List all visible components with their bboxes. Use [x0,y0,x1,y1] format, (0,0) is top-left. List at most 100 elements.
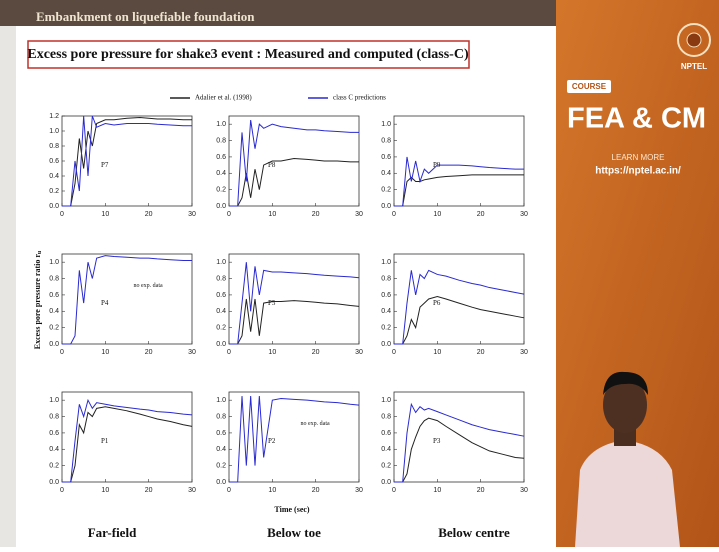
x-tick-label: 0 [60,487,64,494]
slide-title: Excess pore pressure for shake3 event : … [27,47,469,62]
y-tick-label: 0.4 [49,446,59,453]
y-tick-label: 0.0 [381,203,391,210]
point-label: P1 [101,437,109,445]
header-title: Embankment on liquefiable foundation [36,9,255,24]
x-tick-label: 20 [477,211,485,218]
x-tick-label: 30 [355,211,363,218]
legend-label: Adalier et al. (1998) [195,94,252,102]
y-tick-label: 1.0 [381,259,391,266]
x-tick-label: 30 [188,487,196,494]
y-tick-label: 0.8 [49,413,59,420]
y-tick-label: 0.8 [381,137,391,144]
x-tick-label: 10 [433,487,441,494]
x-tick-label: 10 [433,211,441,218]
y-tick-label: 0.2 [216,462,226,469]
y-tick-label: 0.0 [49,203,59,210]
annotation: no exp. data [301,421,330,427]
y-tick-label: 0.0 [49,341,59,348]
point-label: P7 [101,161,109,169]
y-tick-label: 0.6 [381,430,391,437]
x-tick-label: 30 [520,349,528,356]
y-tick-label: 0.8 [216,137,226,144]
x-tick-label: 30 [188,349,196,356]
x-tick-label: 0 [392,211,396,218]
x-tick-label: 20 [477,487,485,494]
y-tick-label: 0.4 [216,308,226,315]
y-tick-label: 0.0 [216,203,226,210]
y-tick-label: 1.0 [49,397,59,404]
x-tick-label: 10 [101,487,109,494]
url: https://nptel.ac.in/ [595,166,681,177]
y-tick-label: 0.6 [49,158,59,165]
y-tick-label: 0.8 [216,275,226,282]
y-tick-label: 0.8 [381,275,391,282]
logo-core [687,33,701,47]
y-tick-label: 0.8 [49,143,59,150]
x-tick-label: 10 [101,349,109,356]
y-tick-label: 1.0 [381,121,391,128]
y-tick-label: 0.4 [381,170,391,177]
y-tick-label: 0.0 [381,341,391,348]
y-tick-label: 0.0 [381,479,391,486]
x-tick-label: 10 [268,487,276,494]
page: Embankment on liquefiable foundation Exc… [0,0,719,547]
cta: LEARN MORE [612,153,665,162]
y-tick-label: 0.4 [216,446,226,453]
y-tick-label: 0.6 [216,154,226,161]
screen: Embankment on liquefiable foundation Exc… [0,0,719,547]
y-tick-label: 1.2 [49,113,59,120]
x-tick-label: 10 [268,349,276,356]
y-tick-label: 0.2 [381,324,391,331]
y-tick-label: 0.6 [381,154,391,161]
x-tick-label: 20 [145,211,153,218]
x-tick-label: 20 [145,487,153,494]
course-name: FEA & CM [567,103,706,135]
x-tick-label: 30 [520,211,528,218]
annotation: no exp. data [134,283,163,289]
y-tick-label: 0.4 [216,170,226,177]
y-tick-label: 1.0 [216,259,226,266]
slide-border [0,26,16,547]
y-tick-label: 1.0 [381,397,391,404]
y-tick-label: 1.0 [49,259,59,266]
y-tick-label: 0.4 [381,308,391,315]
column-label: Below toe [267,525,321,540]
y-tick-label: 0.2 [49,324,59,331]
y-tick-label: 0.4 [49,308,59,315]
y-tick-label: 0.6 [49,292,59,299]
x-tick-label: 10 [268,211,276,218]
column-label: Below centre [438,525,510,540]
point-label: P3 [433,437,441,445]
y-tick-label: 0.2 [381,462,391,469]
x-tick-label: 20 [477,349,485,356]
logo-text: NPTEL [681,62,707,71]
y-tick-label: 0.0 [216,341,226,348]
x-tick-label: 30 [355,349,363,356]
y-tick-label: 1.0 [216,397,226,404]
point-label: P5 [268,299,276,307]
x-tick-label: 0 [392,349,396,356]
y-tick-label: 0.2 [216,186,226,193]
y-tick-label: 0.0 [49,479,59,486]
y-axis-label: Excess pore pressure ratio ru [33,250,44,349]
y-tick-label: 0.4 [49,173,59,180]
point-label: P9 [433,161,441,169]
point-label: P8 [268,161,276,169]
x-tick-label: 30 [355,487,363,494]
y-tick-label: 0.0 [216,479,226,486]
x-tick-label: 0 [227,349,231,356]
x-tick-label: 0 [60,211,64,218]
x-tick-label: 30 [188,211,196,218]
x-tick-label: 0 [60,349,64,356]
x-tick-label: 0 [227,487,231,494]
point-label: P4 [101,299,109,307]
y-tick-label: 0.6 [216,292,226,299]
y-tick-label: 1.0 [49,128,59,135]
x-tick-label: 10 [433,349,441,356]
y-tick-label: 0.2 [49,462,59,469]
point-label: P6 [433,299,441,307]
y-tick-label: 0.6 [381,292,391,299]
y-tick-label: 0.2 [381,186,391,193]
x-tick-label: 20 [312,211,320,218]
y-axis-label-main: Excess pore pressure ratio r [33,254,42,350]
